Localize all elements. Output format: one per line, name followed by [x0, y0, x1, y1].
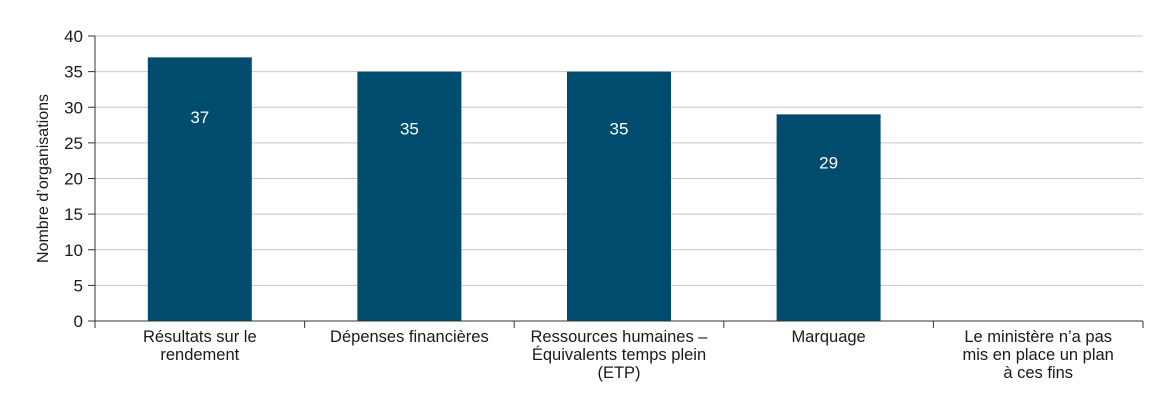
y-tick-label: 35: [64, 63, 83, 82]
x-category-label-line: Le ministère n’a pas: [964, 328, 1112, 346]
x-category-label: Résultats sur le rendement: [143, 328, 257, 364]
y-tick-label: 10: [64, 241, 83, 260]
x-category-label-line: Dépenses financières: [330, 328, 489, 346]
x-category-label-line: rendement: [160, 346, 239, 364]
axes: [94, 36, 1143, 322]
y-tick-label: 5: [74, 276, 83, 295]
x-category-label-line: Équivalents temps plein: [532, 345, 706, 364]
bar-data-label: 29: [819, 154, 838, 173]
y-tick-label: 15: [64, 205, 83, 224]
bar-data-label: 37: [190, 108, 209, 127]
bar-data-label: 35: [610, 120, 629, 139]
y-axis-title: Nombre d’organisations: [35, 94, 52, 263]
x-category-label: Dépenses financières: [330, 328, 489, 346]
x-category-label-line: Résultats sur le: [143, 328, 257, 346]
y-tick-label: 20: [64, 170, 83, 189]
y-tick-label: 25: [64, 134, 83, 153]
x-category-label-line: Ressources humaines –: [530, 328, 708, 346]
x-category-label-line: mis en place un plan: [963, 346, 1114, 364]
x-category-label-line: à ces fins: [1003, 364, 1073, 382]
x-category-label: Le ministère n’a pas mis en place un plan…: [963, 328, 1114, 382]
bar: [147, 57, 252, 321]
x-category-label: Marquage: [791, 328, 865, 346]
y-tick-label: 0: [74, 312, 83, 331]
bar-data-label: 35: [400, 120, 419, 139]
bar: [567, 71, 671, 321]
y-tick-label: 30: [64, 98, 83, 117]
x-axis-categories: Résultats sur le rendement Dépenses financ…: [94, 321, 1144, 382]
y-axis-ticks: 0 5 10 15 20 25 30 35 40: [64, 27, 95, 331]
y-tick-label: 40: [64, 27, 83, 46]
x-category-label-line: Marquage: [791, 328, 865, 346]
bar: [357, 71, 462, 321]
bar: [776, 114, 881, 321]
x-category-label: Ressources humaines – Équivalents temps p…: [530, 328, 708, 382]
bars: 37 35 35 29: [147, 57, 881, 321]
x-category-label-line: (ETP): [597, 364, 640, 382]
